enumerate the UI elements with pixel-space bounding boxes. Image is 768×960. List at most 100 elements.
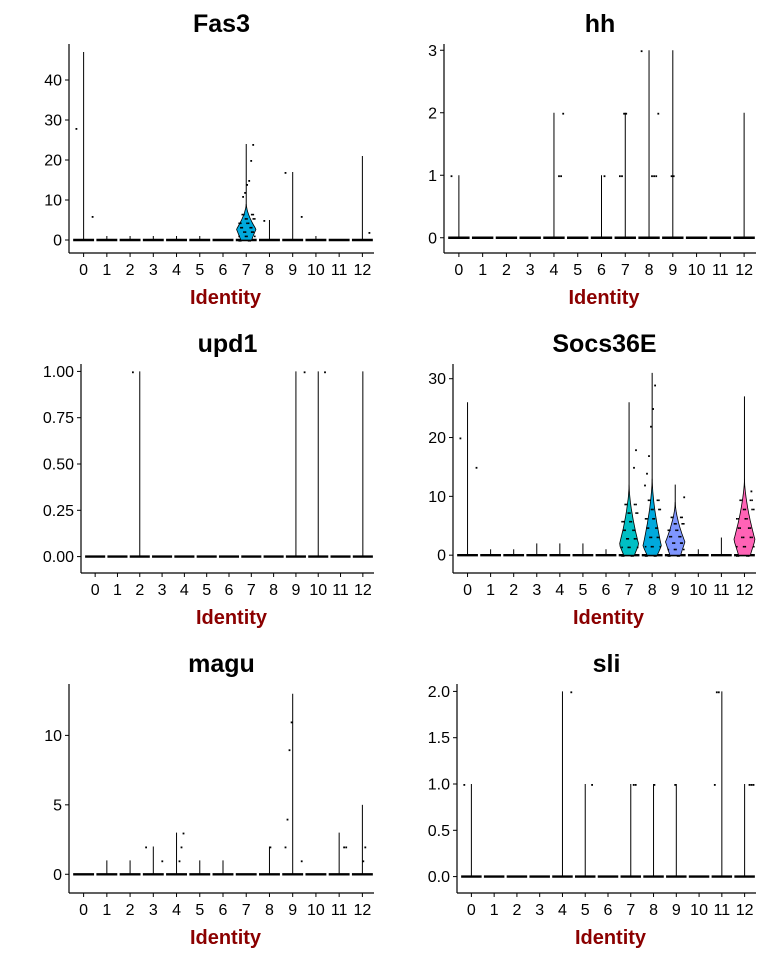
jitter-point bbox=[747, 555, 750, 557]
x-tick-label: 9 bbox=[672, 902, 681, 919]
jitter-point bbox=[679, 516, 682, 519]
jitter-point bbox=[629, 512, 631, 514]
jitter-point bbox=[737, 518, 740, 520]
jitter-point bbox=[629, 546, 631, 549]
x-tick-label: 0 bbox=[91, 582, 100, 599]
x-tick-label: 7 bbox=[242, 902, 251, 919]
x-tick-label: 11 bbox=[714, 902, 731, 919]
jitter-point bbox=[246, 235, 248, 238]
jitter-point bbox=[652, 545, 654, 548]
data-point bbox=[674, 784, 677, 786]
jitter-point bbox=[656, 499, 659, 502]
jitter-point bbox=[741, 499, 743, 502]
y-tick-label: 0 bbox=[428, 230, 437, 247]
x-tick-label: 3 bbox=[158, 582, 167, 599]
x-tick-label: 9 bbox=[288, 262, 297, 279]
jitter-point bbox=[246, 218, 248, 220]
jitter-point bbox=[627, 538, 630, 540]
x-tick-label: 3 bbox=[526, 262, 535, 279]
jitter-point bbox=[667, 548, 670, 551]
x-tick-label: 7 bbox=[242, 262, 251, 279]
x-tick-label: 5 bbox=[195, 902, 204, 919]
data-point bbox=[290, 721, 293, 724]
jitter-point bbox=[252, 218, 255, 220]
data-point bbox=[634, 784, 637, 786]
x-tick-label: 2 bbox=[509, 582, 518, 599]
jitter-point bbox=[742, 508, 745, 511]
jitter-point bbox=[243, 213, 245, 216]
jitter-point bbox=[649, 536, 651, 539]
data-point bbox=[284, 846, 287, 849]
data-point bbox=[252, 144, 255, 146]
data-point bbox=[654, 384, 656, 387]
x-tick-label: 1 bbox=[102, 262, 111, 279]
x-tick-label: 4 bbox=[558, 902, 567, 919]
data-point bbox=[683, 496, 686, 499]
jitter-point bbox=[622, 555, 625, 557]
data-point bbox=[653, 175, 655, 178]
jitter-point bbox=[624, 529, 626, 532]
jitter-point bbox=[633, 529, 636, 532]
jitter-point bbox=[742, 536, 745, 539]
panel-title: Socs36E bbox=[552, 330, 656, 358]
x-tick-label: 11 bbox=[712, 262, 729, 279]
x-tick-label: 8 bbox=[645, 262, 654, 279]
y-tick-label: 10 bbox=[44, 728, 62, 745]
jitter-point bbox=[667, 529, 670, 532]
data-point bbox=[269, 846, 272, 849]
jitter-point bbox=[751, 499, 753, 502]
jitter-point bbox=[736, 545, 738, 548]
jitter-point bbox=[240, 240, 242, 242]
jitter-point bbox=[681, 523, 683, 525]
x-tick-label: 6 bbox=[604, 902, 613, 919]
panel-title: upd1 bbox=[198, 330, 258, 358]
violin-shape bbox=[642, 478, 662, 556]
data-point bbox=[288, 749, 291, 752]
data-point bbox=[570, 691, 573, 694]
x-tick-label: 5 bbox=[573, 262, 582, 279]
x-tick-label: 11 bbox=[713, 582, 730, 599]
x-tick-label: 2 bbox=[502, 262, 511, 279]
jitter-point bbox=[744, 545, 747, 548]
jitter-point bbox=[741, 536, 743, 539]
data-point bbox=[635, 449, 637, 452]
jitter-point bbox=[621, 520, 623, 523]
x-tick-label: 10 bbox=[309, 582, 327, 599]
x-tick-label: 5 bbox=[581, 902, 590, 919]
jitter-point bbox=[669, 535, 671, 538]
jitter-point bbox=[746, 518, 748, 520]
x-tick-label: 2 bbox=[126, 262, 135, 279]
jitter-point bbox=[241, 226, 244, 229]
y-tick-label: 1.0 bbox=[428, 777, 450, 794]
jitter-point bbox=[240, 222, 242, 225]
data-point bbox=[303, 371, 306, 374]
x-tick-label: 1 bbox=[478, 262, 487, 279]
jitter-point bbox=[749, 527, 752, 529]
data-point bbox=[324, 371, 326, 374]
jitter-point bbox=[669, 529, 671, 532]
jitter-point bbox=[675, 523, 677, 525]
x-axis-title: Identity bbox=[196, 607, 268, 629]
jitter-point bbox=[736, 518, 738, 520]
x-tick-label: 5 bbox=[195, 262, 204, 279]
data-point bbox=[625, 112, 628, 115]
data-point bbox=[672, 175, 675, 178]
y-tick-label: 1.5 bbox=[428, 730, 450, 747]
y-tick-label: 2.0 bbox=[428, 684, 450, 701]
x-tick-label: 10 bbox=[689, 582, 707, 599]
x-axis-title: Identity bbox=[573, 607, 645, 629]
jitter-point bbox=[673, 523, 676, 525]
jitter-point bbox=[249, 226, 251, 229]
x-tick-label: 1 bbox=[486, 582, 495, 599]
x-tick-label: 4 bbox=[172, 262, 181, 279]
jitter-point bbox=[736, 555, 738, 557]
jitter-point bbox=[633, 538, 636, 540]
data-point bbox=[591, 784, 593, 786]
jitter-point bbox=[670, 516, 673, 519]
jitter-point bbox=[667, 555, 670, 557]
jitter-point bbox=[629, 520, 631, 523]
